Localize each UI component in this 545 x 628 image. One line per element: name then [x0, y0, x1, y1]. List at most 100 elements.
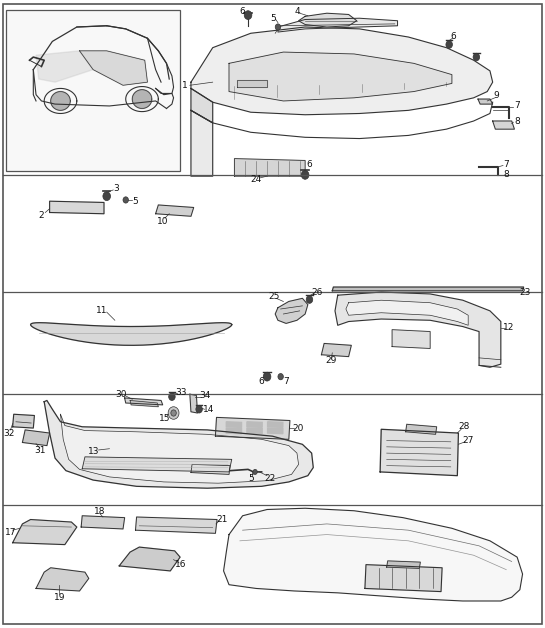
Polygon shape — [156, 205, 193, 216]
Polygon shape — [215, 418, 290, 440]
Circle shape — [473, 53, 480, 61]
Text: 24: 24 — [251, 175, 262, 185]
Text: 18: 18 — [94, 507, 105, 516]
Polygon shape — [80, 51, 148, 85]
Text: 28: 28 — [458, 422, 470, 431]
Polygon shape — [229, 52, 452, 101]
Polygon shape — [268, 428, 283, 434]
Polygon shape — [268, 422, 283, 428]
Text: 7: 7 — [283, 377, 289, 386]
Text: 7: 7 — [514, 102, 520, 111]
Polygon shape — [191, 464, 230, 474]
Text: 11: 11 — [95, 306, 107, 315]
Text: 19: 19 — [53, 593, 65, 602]
Text: 9: 9 — [494, 92, 499, 100]
Polygon shape — [31, 323, 232, 345]
Text: 33: 33 — [175, 388, 187, 397]
Polygon shape — [191, 27, 493, 115]
Polygon shape — [275, 298, 308, 323]
Polygon shape — [226, 422, 241, 428]
Text: 32: 32 — [3, 428, 15, 438]
Polygon shape — [247, 422, 262, 428]
Text: 7: 7 — [504, 160, 509, 170]
Polygon shape — [478, 99, 493, 104]
Polygon shape — [119, 547, 180, 571]
Text: 26: 26 — [311, 288, 323, 296]
Polygon shape — [13, 414, 34, 428]
Polygon shape — [299, 13, 357, 27]
Polygon shape — [82, 457, 232, 472]
Text: 31: 31 — [34, 446, 46, 455]
Text: 2: 2 — [38, 211, 44, 220]
Polygon shape — [386, 561, 420, 568]
Polygon shape — [380, 430, 458, 475]
Polygon shape — [365, 565, 442, 592]
Polygon shape — [234, 159, 305, 176]
Polygon shape — [332, 287, 524, 291]
Text: 14: 14 — [203, 404, 214, 414]
Text: 1: 1 — [181, 81, 187, 90]
Text: 27: 27 — [463, 436, 474, 445]
Circle shape — [301, 171, 309, 179]
Polygon shape — [223, 508, 523, 601]
Polygon shape — [322, 344, 352, 357]
Text: 5: 5 — [248, 474, 253, 483]
Text: 25: 25 — [268, 292, 279, 301]
Circle shape — [263, 372, 271, 381]
Polygon shape — [191, 89, 213, 123]
Circle shape — [168, 407, 179, 420]
Circle shape — [123, 197, 129, 203]
Polygon shape — [136, 517, 217, 533]
Polygon shape — [278, 18, 397, 32]
Polygon shape — [226, 428, 241, 434]
Polygon shape — [405, 425, 437, 435]
Text: 29: 29 — [325, 357, 337, 365]
Circle shape — [244, 11, 252, 19]
Circle shape — [103, 192, 111, 200]
Text: 12: 12 — [503, 323, 514, 332]
Text: 5: 5 — [132, 197, 138, 206]
Polygon shape — [247, 428, 262, 434]
Circle shape — [196, 406, 202, 413]
Polygon shape — [346, 300, 468, 325]
Text: 6: 6 — [258, 377, 264, 386]
Text: 17: 17 — [5, 528, 16, 536]
Circle shape — [171, 410, 176, 416]
Polygon shape — [44, 401, 313, 488]
Polygon shape — [392, 330, 430, 349]
Polygon shape — [36, 51, 93, 82]
Polygon shape — [335, 292, 501, 367]
Text: 13: 13 — [88, 447, 100, 457]
Circle shape — [253, 469, 257, 474]
Text: 15: 15 — [159, 414, 171, 423]
Text: 8: 8 — [514, 117, 520, 126]
Text: 6: 6 — [307, 160, 312, 170]
Polygon shape — [36, 568, 89, 591]
Text: 23: 23 — [519, 288, 531, 296]
Text: 4: 4 — [294, 8, 300, 16]
Circle shape — [168, 393, 175, 401]
Polygon shape — [190, 394, 197, 413]
Polygon shape — [191, 111, 213, 176]
Text: 10: 10 — [157, 217, 168, 225]
Polygon shape — [81, 516, 125, 529]
Text: 16: 16 — [175, 560, 187, 569]
Polygon shape — [51, 92, 70, 111]
Text: 20: 20 — [292, 423, 304, 433]
Polygon shape — [132, 90, 152, 109]
Circle shape — [446, 41, 452, 48]
Circle shape — [275, 24, 281, 30]
Text: 22: 22 — [264, 474, 275, 483]
Polygon shape — [60, 414, 299, 483]
Text: 3: 3 — [113, 184, 119, 193]
Polygon shape — [50, 201, 104, 214]
Polygon shape — [22, 430, 50, 446]
Polygon shape — [125, 398, 163, 405]
Text: 5: 5 — [271, 14, 276, 23]
Text: 30: 30 — [116, 390, 127, 399]
Polygon shape — [13, 519, 77, 544]
Bar — [6, 10, 180, 171]
Text: 34: 34 — [199, 391, 210, 400]
Polygon shape — [493, 121, 514, 129]
Text: 6: 6 — [240, 8, 245, 16]
